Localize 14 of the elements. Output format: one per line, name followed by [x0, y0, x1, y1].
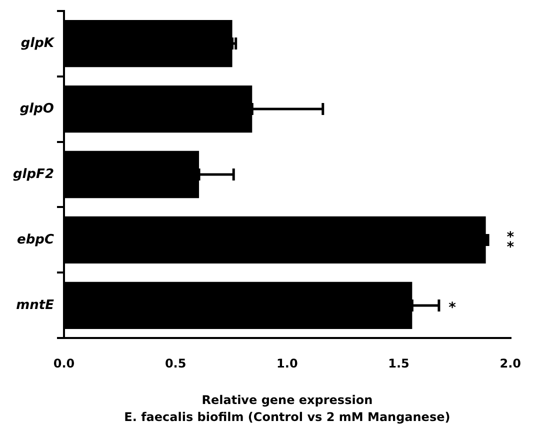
x-tick-label: 0.0 [53, 356, 75, 371]
y-tick-label: glpO [20, 101, 54, 116]
x-tick-label: 1.5 [388, 356, 410, 371]
x-axis-title: Relative gene expression [202, 392, 373, 407]
y-tick-label: ebpC [17, 232, 54, 248]
y-tick-label: mntE [16, 298, 54, 313]
x-tick-label: 2.0 [500, 356, 522, 371]
annotation: ** [506, 230, 515, 256]
text: E. faecalis biofilm (Control vs 2 mM Manganese) [124, 410, 450, 424]
y-tick-label: glpK [20, 36, 55, 51]
x-tick-label: 0.5 [164, 356, 186, 371]
y-tick-label: glpF2 [12, 166, 54, 182]
annotation: * [448, 300, 457, 316]
x-tick-label: 1.0 [276, 356, 298, 371]
